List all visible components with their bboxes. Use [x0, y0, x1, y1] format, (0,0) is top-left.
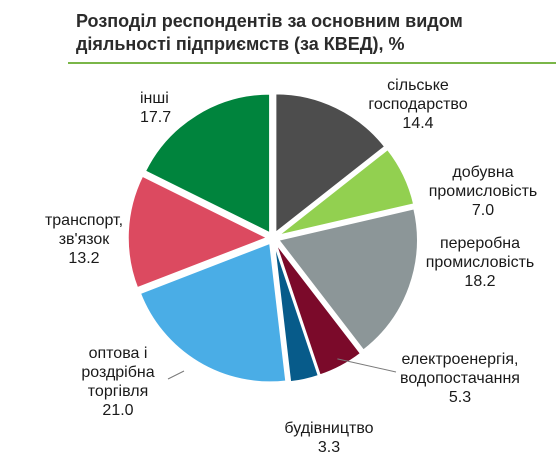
slice-category-label: будівництво — [284, 420, 373, 437]
slice-category-label: водопостачання — [400, 370, 520, 387]
title-underline — [68, 62, 556, 64]
chart-title: Розподіл респондентів за основним видом … — [76, 10, 546, 56]
pie-slice-5 — [139, 242, 287, 383]
slice-category-label: роздрібна — [81, 364, 154, 381]
slice-category-label: інші — [140, 90, 169, 107]
slice-category-label: оптова і — [89, 345, 148, 362]
slice-label-2: переробна промисловість 18.2 — [426, 235, 535, 290]
slice-category-label: промисловість — [426, 254, 535, 271]
slice-value-label: 21.0 — [102, 402, 133, 419]
slice-category-label: добувна — [452, 164, 513, 181]
slice-category-label: транспорт, — [45, 212, 123, 229]
leader-line-3 — [337, 358, 397, 373]
slice-value-label: 13.2 — [68, 250, 99, 267]
leader-line-5 — [167, 370, 185, 380]
slice-category-label: промисловість — [429, 183, 538, 200]
chart-title-line-2: діяльності підприємств (за КВЕД), % — [76, 34, 405, 54]
slice-value-label: 7.0 — [472, 202, 494, 219]
slice-category-label: зв'язок — [59, 231, 111, 248]
slice-value-label: 18.2 — [464, 273, 495, 290]
slice-label-1: добувна промисловість 7.0 — [429, 164, 538, 219]
slice-label-5: оптова і роздрібна торгівля 21.0 — [81, 345, 154, 419]
pie-slice-4 — [273, 243, 320, 383]
pie-slice-3 — [275, 242, 362, 377]
pie-slice-2 — [277, 207, 419, 352]
slice-value-label: 3.3 — [318, 439, 340, 456]
slice-label-0: сільське господарство 14.4 — [368, 77, 467, 132]
slice-category-label: електроенергія, — [402, 351, 519, 368]
slice-value-label: 14.4 — [402, 115, 433, 132]
slice-category-label: господарство — [368, 96, 467, 113]
pie-slice-0 — [274, 92, 386, 235]
slice-category-label: сільське — [387, 77, 449, 94]
pie-slice-6 — [127, 175, 269, 289]
slice-value-label: 17.7 — [140, 109, 171, 126]
slice-label-7: інші 17.7 — [140, 90, 171, 126]
slice-category-label: торгівля — [88, 383, 148, 400]
pie-slice-1 — [277, 148, 415, 237]
slice-label-4: будівництво 3.3 — [284, 420, 373, 456]
slice-category-label: переробна — [440, 235, 520, 252]
pie-slice-7 — [144, 93, 271, 235]
slice-value-label: 5.3 — [449, 389, 471, 406]
slice-label-3: електроенергія, водопостачання 5.3 — [400, 351, 520, 406]
chart-title-line-1: Розподіл респондентів за основним видом — [76, 11, 463, 31]
slice-label-6: транспорт, зв'язок 13.2 — [45, 212, 123, 267]
